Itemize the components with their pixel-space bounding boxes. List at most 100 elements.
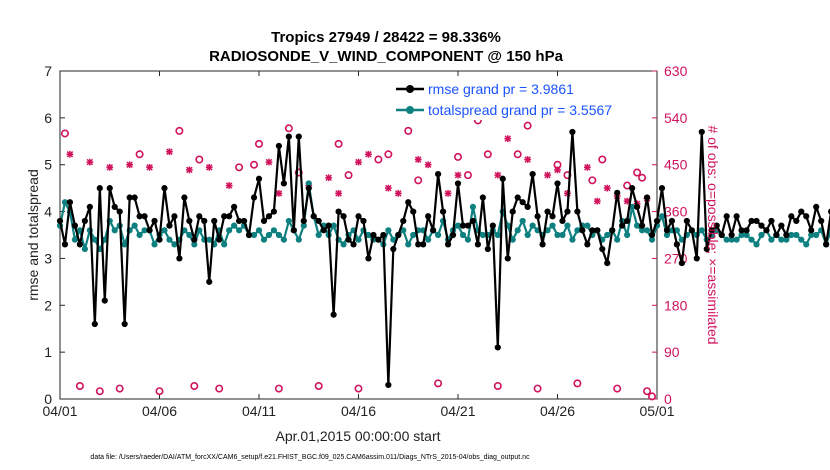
totalspread-point	[469, 203, 477, 210]
rmse-point	[743, 227, 750, 234]
y-right-tick-label: 630	[664, 63, 688, 79]
asterisk-stroke	[524, 156, 531, 163]
rmse-point	[385, 381, 392, 389]
asterisk-stroke	[544, 171, 551, 179]
rmse-point	[121, 320, 128, 328]
rmse-point	[539, 241, 546, 248]
obs-possible-point	[115, 384, 124, 393]
rmse-point	[778, 222, 785, 229]
rmse-point	[758, 222, 765, 229]
obs-possible-point	[195, 155, 204, 164]
totalspread-point	[410, 231, 417, 239]
rmse-point	[345, 236, 352, 243]
asterisk-stroke	[504, 135, 512, 142]
y-axis-right-label: # of obs: o=possible; ×=assimilated	[705, 125, 721, 344]
y-right-tick-label: 90	[664, 344, 680, 360]
rmse-point	[191, 236, 198, 243]
totalspread-point	[584, 222, 591, 229]
rmse-point	[255, 175, 263, 182]
asterisk-stroke	[603, 184, 611, 192]
y-right-tick-label: 540	[664, 110, 688, 126]
rmse-point	[718, 231, 725, 239]
obs-possible-point	[354, 384, 363, 393]
totalspread-point	[390, 236, 397, 243]
rmse-point	[320, 227, 327, 234]
obs-assimilated-point	[554, 166, 561, 174]
rmse-point	[420, 241, 427, 248]
rmse-point	[245, 231, 253, 239]
rmse-point	[101, 297, 108, 304]
totalspread-point	[494, 231, 501, 239]
obs-assimilated-point	[603, 184, 611, 192]
rmse-point	[106, 185, 113, 192]
chart-title: Tropics 27949 / 28422 = 98.336%	[271, 29, 501, 46]
totalspread-point	[723, 236, 730, 243]
obs-assimilated-point	[444, 189, 452, 197]
obs-possible-point	[274, 384, 283, 393]
obs-assimilated-point	[225, 182, 233, 189]
obs-assimilated-point	[126, 161, 134, 169]
obs-assimilated-point	[355, 158, 362, 166]
rmse-point	[290, 227, 297, 234]
rmse-point	[803, 213, 810, 220]
obs-assimilated-point	[384, 184, 392, 192]
rmse-point	[71, 222, 79, 229]
totalspread-point	[454, 222, 462, 229]
totalspread-point	[634, 222, 641, 229]
x-tick-label: 04/21	[440, 403, 475, 419]
asterisk-stroke	[554, 166, 561, 174]
rmse-point	[783, 231, 790, 239]
totalspread-point	[330, 222, 337, 229]
rmse-point	[599, 245, 606, 253]
rmse-point	[708, 227, 715, 234]
rmse-point	[549, 213, 556, 220]
rmse-point	[554, 180, 561, 187]
rmse-point	[469, 217, 477, 225]
rmse-point	[489, 222, 496, 229]
rmse-point	[479, 194, 486, 201]
totalspread-point	[191, 241, 198, 248]
rmse-point	[668, 217, 676, 225]
totalspread-point	[435, 231, 442, 239]
rmse-point	[753, 217, 760, 225]
asterisk-stroke	[166, 148, 173, 155]
rmse-point	[773, 231, 780, 239]
plot-area	[59, 70, 658, 400]
rmse-point	[435, 170, 442, 178]
obs-possible-point	[493, 381, 502, 390]
rmse-point	[186, 217, 193, 225]
totalspread-point	[355, 236, 362, 243]
rmse-point	[151, 217, 158, 225]
rmse-point	[231, 203, 238, 210]
totalspread-point	[280, 236, 287, 243]
asterisk-stroke	[66, 151, 74, 158]
obs-possible-point	[344, 171, 353, 180]
obs-possible-point	[384, 150, 393, 159]
rmse-point	[519, 199, 526, 206]
totalspread-point	[768, 236, 775, 243]
totalspread-point	[758, 231, 765, 239]
totalspread-point	[151, 241, 158, 248]
y-tick-label: 6	[44, 110, 52, 126]
rmse-point	[240, 217, 248, 225]
asterisk-stroke	[275, 190, 283, 197]
rmse-point	[56, 217, 64, 225]
rmse-point	[534, 213, 541, 220]
rmse-point	[380, 231, 387, 239]
rmse-point	[300, 217, 307, 225]
y-tick-label: 7	[44, 63, 52, 79]
y-right-tick-label: 0	[664, 391, 672, 407]
totalspread-point	[464, 236, 472, 243]
totalspread-point	[161, 227, 168, 234]
rmse-point	[509, 208, 516, 215]
obs-possible-point	[613, 384, 622, 393]
rmse-point	[405, 199, 412, 206]
totalspread-point	[574, 227, 581, 234]
totalspread-point	[614, 236, 621, 243]
asterisk-stroke	[414, 156, 422, 163]
totalspread-point	[136, 231, 143, 239]
totalspread-point	[738, 231, 745, 239]
rmse-point	[265, 213, 273, 220]
rmse-point	[116, 208, 123, 215]
